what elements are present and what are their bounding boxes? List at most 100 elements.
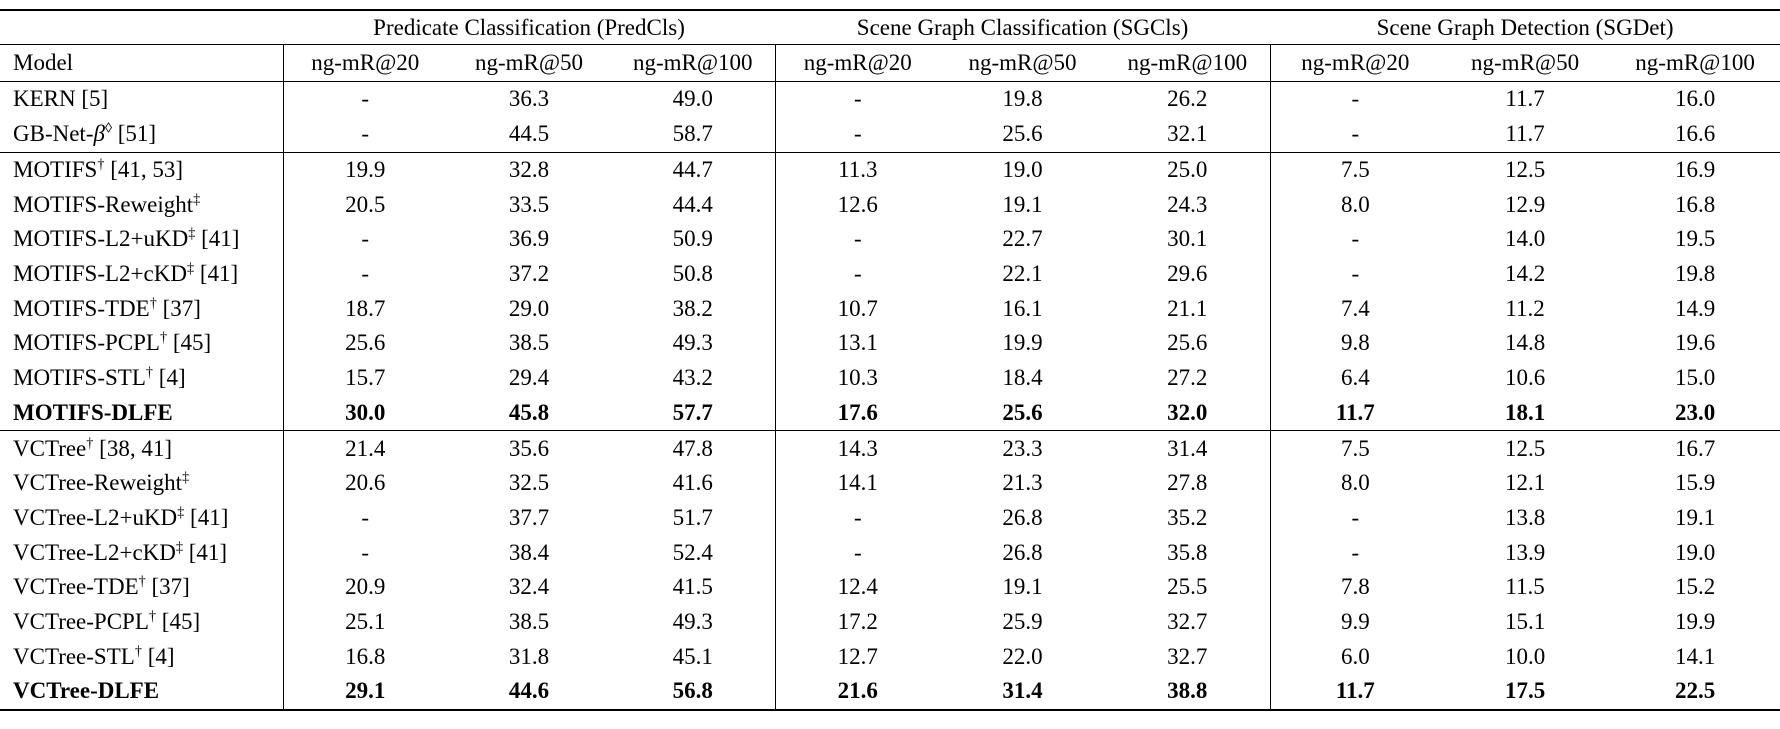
metric-value-cell: 38.5 bbox=[508, 608, 550, 634]
metric-value-cell: 15.9 bbox=[1674, 470, 1716, 496]
table-header: Predicate Classification (PredCls) Scene… bbox=[0, 10, 1780, 82]
metric-value-cell: - bbox=[1351, 504, 1360, 530]
metric-value-cell: 41.6 bbox=[611, 466, 776, 501]
group-header-sgcls: Scene Graph Classification (SGCls) bbox=[775, 10, 1271, 45]
metric-column-header: ng-mR@100 bbox=[1610, 44, 1780, 82]
model-superscript: † bbox=[134, 642, 142, 659]
metric-value-cell: 27.2 bbox=[1105, 360, 1271, 396]
model-name-cell: VCTree-TDE† [37] bbox=[0, 569, 284, 605]
metric-value-cell: 10.6 bbox=[1504, 365, 1546, 391]
table-row: GB-Net-β◊ [51] - 44.5 58.7 - 25.6 32.1 - 11.7 16.… bbox=[0, 116, 1780, 153]
metric-value-cell: 16.6 bbox=[1674, 121, 1716, 147]
metric-value-cell: 25.9 bbox=[1002, 608, 1043, 634]
metric-value-cell: 20.5 bbox=[345, 191, 386, 217]
metric-value-cell: 7.5 bbox=[1270, 430, 1441, 466]
metric-value-cell: 19.9 bbox=[1002, 330, 1043, 356]
metric-value-cell: 29.6 bbox=[1105, 256, 1271, 292]
metric-value-cell: 32.8 bbox=[447, 151, 611, 188]
metric-value-cell: 35.8 bbox=[1105, 535, 1271, 570]
metric-column-header: ng-mR@20 bbox=[1270, 44, 1441, 82]
table-row: VCTree-L2+uKD‡ [41] - 37.7 51.7 - 26.8 35.2 - 13… bbox=[0, 500, 1780, 536]
metric-value-cell: 49.3 bbox=[611, 604, 776, 640]
metric-value-cell: 52.4 bbox=[611, 535, 776, 570]
metric-value-cell: 31.4 bbox=[1105, 430, 1271, 466]
metric-value-cell: 11.7 bbox=[1505, 121, 1545, 147]
model-name-cell: MOTIFS-L2+uKD‡ [41] bbox=[0, 222, 284, 257]
metric-value-cell: 31.4 bbox=[1002, 678, 1043, 704]
metric-value-cell: - bbox=[1351, 86, 1360, 112]
metric-column-header: ng-mR@100 bbox=[1105, 44, 1271, 82]
metric-value-cell: 16.0 bbox=[1674, 86, 1716, 112]
metric-value-cell: 8.0 bbox=[1340, 191, 1370, 217]
model-superscript: ‡ bbox=[193, 191, 201, 208]
group-header-sgdet: Scene Graph Detection (SGDet) bbox=[1270, 10, 1780, 45]
table-body: KERN [5] - 36.3 49.0 - 19.8 26.2 - 11.7 16.0 GB-Ne… bbox=[0, 81, 1780, 710]
metric-value-cell: 19.1 bbox=[1002, 191, 1043, 217]
metric-value-cell: 11.2 bbox=[1505, 295, 1545, 321]
metric-value-cell: 10.3 bbox=[837, 365, 878, 391]
table-row: VCTree-DLFE 29.1 44.6 56.8 21.6 31.4 38.8 11.7 1… bbox=[0, 673, 1780, 710]
metric-value-cell: 10.0 bbox=[1504, 643, 1546, 669]
model-name-text: VCTree-L2+uKD bbox=[13, 504, 178, 530]
metric-value-cell: 21.4 bbox=[283, 430, 447, 466]
model-superscript: ‡ bbox=[182, 469, 190, 486]
metric-value-cell: 49.0 bbox=[611, 81, 776, 117]
metric-value-cell: 36.3 bbox=[508, 86, 550, 112]
model-name-text: [4] bbox=[141, 643, 175, 669]
model-superscript: ‡ bbox=[186, 260, 195, 277]
metric-value-cell: - bbox=[853, 121, 862, 147]
metric-value-cell: 41.5 bbox=[611, 569, 776, 605]
model-name-cell: VCTree† [38, 41] bbox=[0, 430, 284, 466]
metric-value-cell: 29.0 bbox=[508, 295, 550, 321]
model-name-cell: MOTIFS-STL† [4] bbox=[0, 360, 284, 396]
metric-value-cell: 6.0 bbox=[1340, 643, 1370, 669]
metric-value-cell: 19.1 bbox=[1002, 574, 1043, 600]
metric-value-cell: - bbox=[853, 539, 862, 565]
metric-value-cell: 11.7 bbox=[1505, 86, 1545, 112]
model-name-text: [41] bbox=[195, 226, 240, 252]
model-name-text: [45] bbox=[167, 330, 212, 356]
metric-value-cell: 11.5 bbox=[1505, 574, 1545, 600]
metric-value-cell: 7.4 bbox=[1340, 295, 1370, 321]
model-name-text: β bbox=[93, 121, 105, 147]
metric-value-cell: 29.1 bbox=[345, 678, 386, 704]
metric-value-cell: 27.8 bbox=[1105, 466, 1271, 501]
model-name-cell: MOTIFS-L2+cKD‡ [41] bbox=[0, 256, 284, 292]
metric-value-cell: 50.8 bbox=[611, 256, 776, 292]
metric-value-cell: 13.9 bbox=[1504, 539, 1546, 565]
metric-value-cell: 12.5 bbox=[1440, 151, 1611, 188]
metric-value-cell: 16.1 bbox=[1002, 295, 1043, 321]
metric-value-cell: 14.1 bbox=[1674, 643, 1716, 669]
metric-value-cell: 12.5 bbox=[1440, 430, 1611, 466]
model-name-cell: MOTIFS-PCPL† [45] bbox=[0, 326, 284, 361]
metric-value-cell: 35.2 bbox=[1105, 500, 1271, 536]
model-name-text: MOTIFS-L2+cKD bbox=[13, 261, 187, 287]
model-name-cell: VCTree-PCPL† [45] bbox=[0, 604, 284, 640]
metric-value-cell: 14.9 bbox=[1674, 295, 1716, 321]
metric-value-cell: - bbox=[1351, 226, 1360, 252]
metric-value-cell: 25.6 bbox=[1105, 326, 1271, 361]
metric-value-cell: 22.5 bbox=[1674, 678, 1716, 704]
metric-value-cell: 8.0 bbox=[1340, 470, 1370, 496]
table-row: MOTIFS† [41, 53] 19.9 32.8 44.7 11.3 19.0 25.0… bbox=[0, 151, 1780, 188]
metric-value-cell: 19.0 bbox=[1674, 539, 1716, 565]
metric-value-cell: 49.3 bbox=[611, 326, 776, 361]
table-row: MOTIFS-L2+cKD‡ [41] - 37.2 50.8 - 22.1 29.6 - 14… bbox=[0, 256, 1780, 292]
metric-value-cell: 18.7 bbox=[345, 295, 386, 321]
metric-value-cell: 25.5 bbox=[1105, 569, 1271, 605]
model-name-cell: MOTIFS-TDE† [37] bbox=[0, 291, 284, 327]
metric-value-cell: 44.5 bbox=[508, 121, 550, 147]
metric-value-cell: - bbox=[853, 226, 862, 252]
metric-value-cell: 14.3 bbox=[775, 430, 941, 466]
metric-value-cell: - bbox=[361, 86, 370, 112]
metric-value-cell: 6.4 bbox=[1340, 365, 1370, 391]
metric-value-cell: 25.6 bbox=[1002, 121, 1043, 147]
metric-column-header: ng-mR@100 bbox=[611, 44, 776, 82]
metric-value-cell: - bbox=[853, 86, 862, 112]
metric-value-cell: 15.2 bbox=[1674, 574, 1716, 600]
model-name-cell: GB-Net-β◊ [51] bbox=[0, 116, 284, 153]
metric-value-cell: 17.6 bbox=[837, 399, 878, 425]
model-name-cell: KERN [5] bbox=[0, 81, 284, 117]
metric-value-cell: 19.0 bbox=[940, 151, 1106, 188]
table-row: VCTree-STL† [4] 16.8 31.8 45.1 12.7 22.0 32.7 6… bbox=[0, 639, 1780, 674]
